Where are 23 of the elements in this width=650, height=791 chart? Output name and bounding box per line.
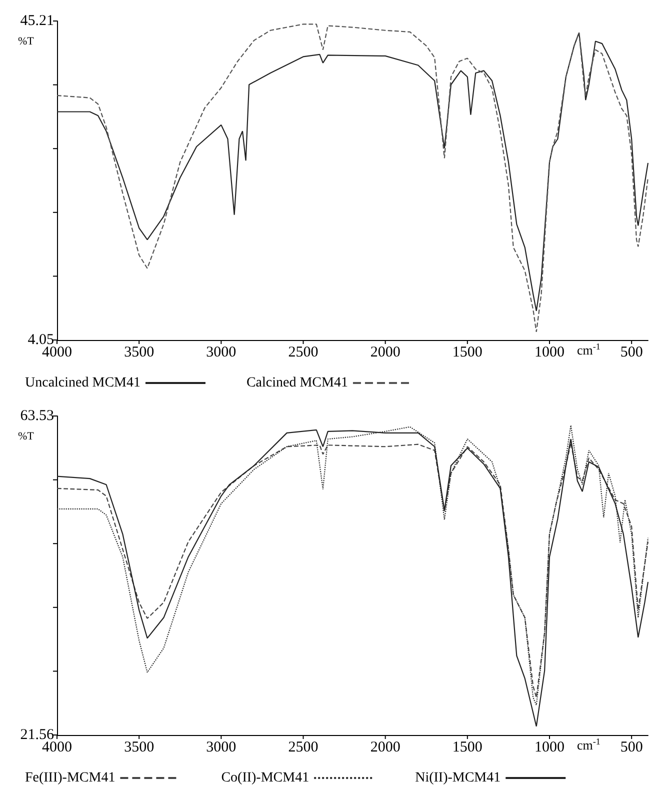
y-axis-title: %T — [18, 430, 34, 442]
y-tick-label: 63.53 — [20, 408, 54, 424]
x-tick-label: 3500 — [124, 740, 154, 756]
legend-label: Ni(II)-MCM41 — [415, 770, 501, 786]
y-axis-title: %T — [18, 36, 34, 48]
x-tick-label: 1000 — [534, 740, 564, 756]
x-tick-label: 500 — [620, 344, 643, 360]
x-tick-label: 1500 — [452, 740, 482, 756]
legend-label: Uncalcined MCM41 — [24, 376, 140, 390]
legend-label: Co(II)-MCM41 — [221, 770, 310, 786]
x-tick-label: 2500 — [288, 740, 318, 756]
legend-label: Calcined MCM41 — [246, 376, 348, 390]
x-tick-label: 2000 — [370, 740, 400, 756]
x-tick-label: 500 — [620, 740, 643, 756]
x-tick-label: 2500 — [288, 344, 318, 360]
x-tick-label: 3000 — [206, 740, 236, 756]
x-tick-label: 3000 — [206, 344, 236, 360]
y-tick-label: 45.21 — [20, 13, 54, 29]
legend-label: Fe(III)-MCM41 — [24, 770, 116, 786]
x-tick-label: 1500 — [452, 344, 482, 360]
x-tick-label: 1000 — [534, 344, 564, 360]
x-tick-label: 2000 — [370, 344, 400, 360]
x-tick-label: 3500 — [124, 344, 154, 360]
